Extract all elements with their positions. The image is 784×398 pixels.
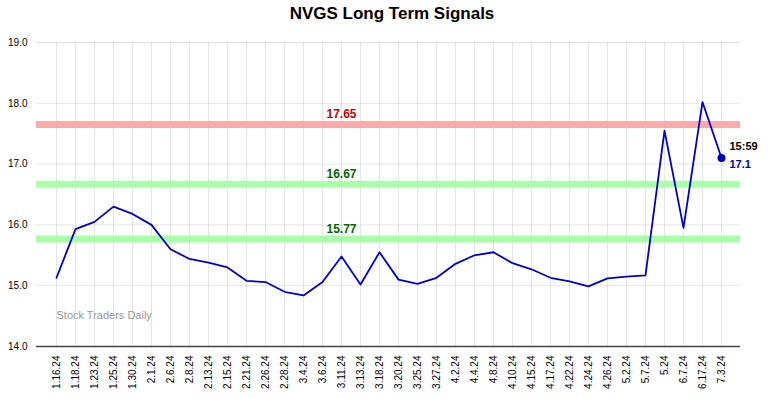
svg-text:5.7.24: 5.7.24 bbox=[640, 355, 651, 383]
svg-text:17.0: 17.0 bbox=[8, 158, 28, 169]
html-text:NVGS Long Term Signals: NVGS Long Term Signals bbox=[289, 4, 495, 23]
svg-text:5.24: 5.24 bbox=[659, 355, 670, 375]
svg-text:4.24.24: 4.24.24 bbox=[583, 355, 594, 389]
svg-text:19.0: 19.0 bbox=[8, 37, 28, 48]
svg-text:18.0: 18.0 bbox=[8, 98, 28, 109]
svg-text:3.4.24: 3.4.24 bbox=[298, 355, 309, 383]
svg-text:6.7.24: 6.7.24 bbox=[678, 355, 689, 383]
svg-text:4.26.24: 4.26.24 bbox=[602, 355, 613, 389]
svg-text:4.22.24: 4.22.24 bbox=[564, 355, 575, 389]
svg-text:17.65: 17.65 bbox=[326, 107, 356, 121]
svg-text:2.26.24: 2.26.24 bbox=[260, 355, 271, 389]
svg-text:4.4.24: 4.4.24 bbox=[469, 355, 480, 383]
svg-text:3.13.24: 3.13.24 bbox=[355, 355, 366, 389]
svg-text:4.17.24: 4.17.24 bbox=[545, 355, 556, 389]
svg-text:14.0: 14.0 bbox=[8, 341, 28, 352]
svg-text:15:59: 15:59 bbox=[730, 140, 758, 152]
svg-text:1.18.24: 1.18.24 bbox=[70, 355, 81, 389]
svg-text:3.27.24: 3.27.24 bbox=[431, 355, 442, 389]
svg-text:3.25.24: 3.25.24 bbox=[412, 355, 423, 389]
svg-text:16.67: 16.67 bbox=[326, 167, 356, 181]
svg-text:3.18.24: 3.18.24 bbox=[374, 355, 385, 389]
svg-text:4.15.24: 4.15.24 bbox=[526, 355, 537, 389]
svg-text:1.16.24: 1.16.24 bbox=[51, 355, 62, 389]
svg-text:15.77: 15.77 bbox=[326, 222, 356, 236]
svg-text:15.0: 15.0 bbox=[8, 280, 28, 291]
svg-text:Stock Traders Daily: Stock Traders Daily bbox=[57, 309, 153, 321]
svg-text:1.23.24: 1.23.24 bbox=[89, 355, 100, 389]
svg-text:17.1: 17.1 bbox=[730, 158, 751, 170]
svg-text:3.20.24: 3.20.24 bbox=[393, 355, 404, 389]
svg-text:7.3.24: 7.3.24 bbox=[716, 355, 727, 383]
svg-text:3.11.24: 3.11.24 bbox=[336, 355, 347, 388]
svg-text:2.6.24: 2.6.24 bbox=[165, 355, 176, 383]
svg-text:16.0: 16.0 bbox=[8, 219, 28, 230]
svg-text:2.1.24: 2.1.24 bbox=[146, 355, 157, 383]
svg-text:6.17.24: 6.17.24 bbox=[697, 355, 708, 389]
svg-text:1.25.24: 1.25.24 bbox=[108, 355, 119, 389]
svg-text:5.2.24: 5.2.24 bbox=[621, 355, 632, 383]
svg-text:4.2.24: 4.2.24 bbox=[450, 355, 461, 383]
svg-text:4.10.24: 4.10.24 bbox=[507, 355, 518, 389]
svg-text:2.21.24: 2.21.24 bbox=[241, 355, 252, 389]
svg-text:1.30.24: 1.30.24 bbox=[127, 355, 138, 389]
svg-text:3.6.24: 3.6.24 bbox=[317, 355, 328, 383]
svg-text:2.28.24: 2.28.24 bbox=[279, 355, 290, 389]
svg-text:2.15.24: 2.15.24 bbox=[222, 355, 233, 389]
svg-text:2.13.24: 2.13.24 bbox=[203, 355, 214, 389]
svg-text:2.8.24: 2.8.24 bbox=[184, 355, 195, 383]
svg-text:4.8.24: 4.8.24 bbox=[488, 355, 499, 383]
